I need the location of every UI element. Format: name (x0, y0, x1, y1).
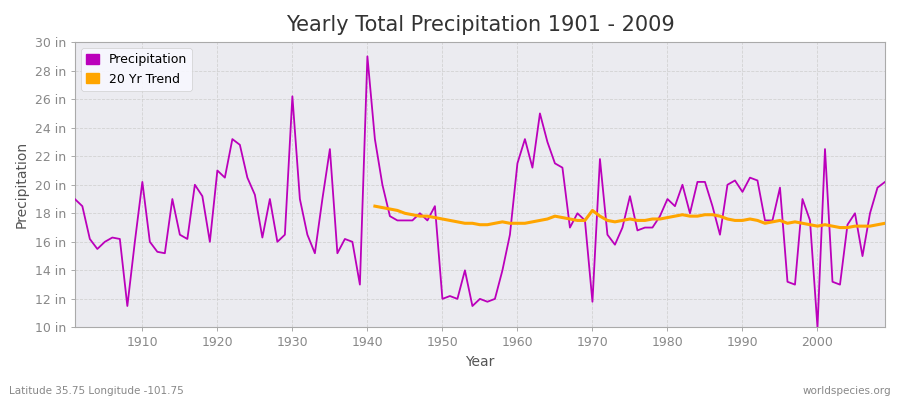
X-axis label: Year: Year (465, 355, 495, 369)
Y-axis label: Precipitation: Precipitation (15, 141, 29, 228)
Legend: Precipitation, 20 Yr Trend: Precipitation, 20 Yr Trend (81, 48, 192, 91)
Title: Yearly Total Precipitation 1901 - 2009: Yearly Total Precipitation 1901 - 2009 (285, 15, 674, 35)
Text: Latitude 35.75 Longitude -101.75: Latitude 35.75 Longitude -101.75 (9, 386, 184, 396)
Text: worldspecies.org: worldspecies.org (803, 386, 891, 396)
